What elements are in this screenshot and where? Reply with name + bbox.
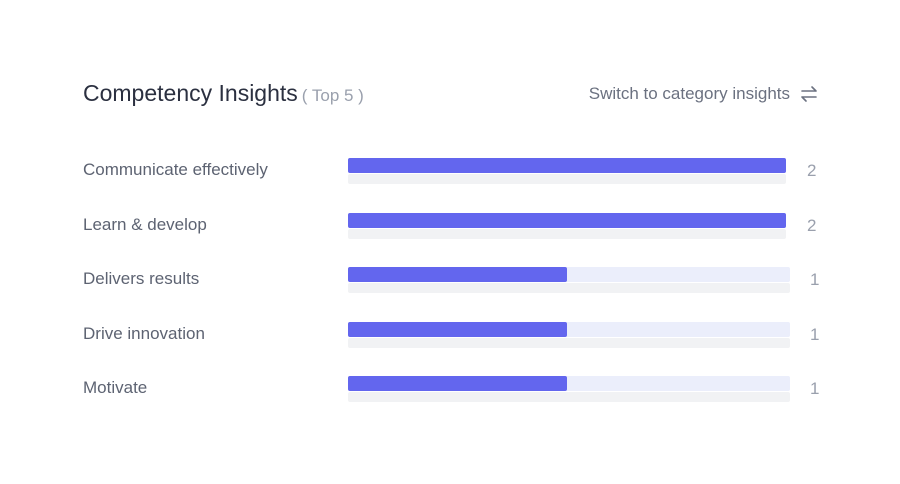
category-label: Communicate effectively <box>83 160 268 179</box>
bar-track-base <box>348 392 790 402</box>
switch-to-category-button[interactable]: Switch to category insights <box>589 84 818 104</box>
value-label: 2 <box>807 161 817 180</box>
category-label: Drive innovation <box>83 323 205 343</box>
bar <box>348 212 786 228</box>
chart-row: Learn & develop 2 <box>0 212 900 253</box>
chart-row: Communicate effectively 2 <box>0 158 900 198</box>
bar-track <box>348 321 790 348</box>
category-label: Learn & develop <box>83 214 207 234</box>
bar <box>348 321 567 337</box>
category-label: Delivers results <box>83 269 200 288</box>
category-label: Motivate <box>83 378 148 397</box>
title-subtitle: ( Top 5 ) <box>301 86 364 105</box>
bar <box>348 267 567 282</box>
switch-label: Switch to category insights <box>588 84 790 103</box>
page-title: Competency Insights( Top 5 ) <box>83 80 364 107</box>
value-label: 1 <box>810 379 820 398</box>
value-label: 2 <box>807 215 817 235</box>
chart-row: Drive innovation 1 <box>0 321 900 362</box>
bar <box>348 376 567 391</box>
bar-track <box>348 212 786 239</box>
title-text: Competency Insights <box>83 80 298 106</box>
swap-arrows-icon <box>801 86 817 102</box>
chart-row: Delivers results 1 <box>0 267 900 307</box>
bar-track <box>348 158 786 184</box>
bar-track-base <box>348 174 786 184</box>
value-label: 1 <box>810 324 820 344</box>
bar-track <box>348 267 790 293</box>
value-label: 1 <box>810 270 820 289</box>
bar-track <box>348 376 790 402</box>
chart-row: Motivate 1 <box>0 376 900 416</box>
bar-track-base <box>348 337 790 348</box>
bar-track-base <box>348 283 790 293</box>
bar-track-base <box>348 228 786 239</box>
bar <box>348 158 786 173</box>
